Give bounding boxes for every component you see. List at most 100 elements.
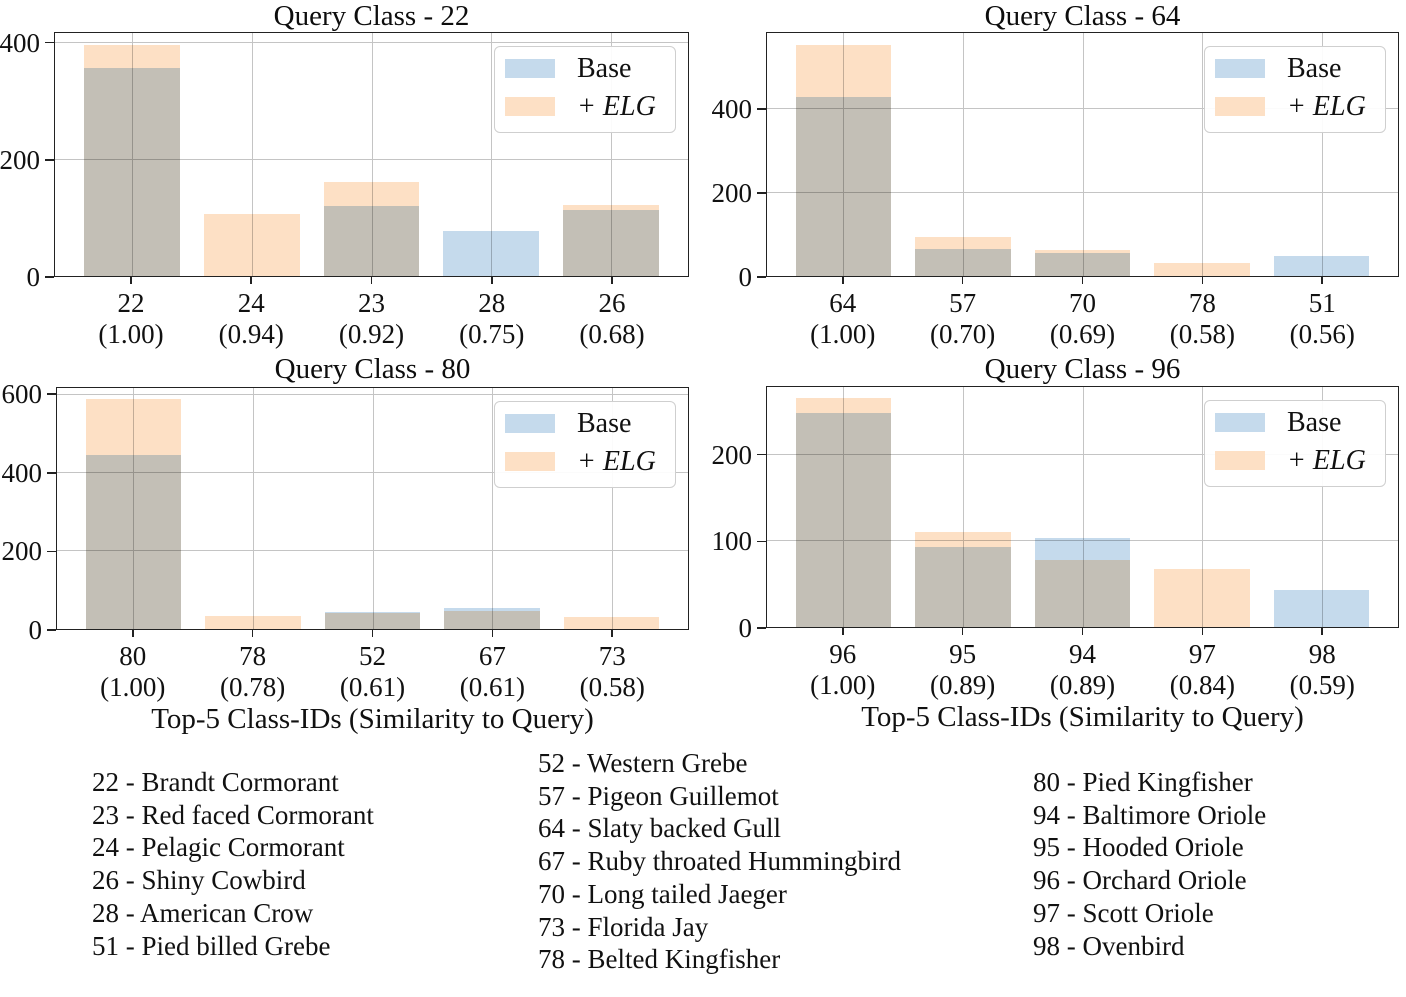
legend-row-elg: + ELG xyxy=(1205,442,1385,480)
legend-swatch-elg-icon xyxy=(1215,451,1265,470)
x-tick-label-class-id: 67 xyxy=(478,641,506,671)
x-tick-label-class-id: 22 xyxy=(117,288,145,318)
bar-elg xyxy=(563,617,660,629)
legend-label-elg: + ELG xyxy=(1287,444,1366,476)
class-key-column: 52 - Western Grebe 57 - Pigeon Guillemot 6… xyxy=(538,747,901,976)
class-key-item: 51 - Pied billed Grebe xyxy=(92,930,331,961)
bar-elg xyxy=(795,44,892,276)
class-key-item: 26 - Shiny Cowbird xyxy=(92,865,306,896)
gridline-horizontal xyxy=(57,394,688,396)
x-axis-label: Top-5 Class-IDs (Similarity to Query) xyxy=(861,701,1304,733)
x-tick-mark xyxy=(370,277,373,284)
x-tick-mark xyxy=(251,630,254,637)
x-tick-label-similarity: (0.92) xyxy=(338,319,405,349)
x-tick-mark xyxy=(1201,628,1204,635)
x-tick-label-class-id: 26 xyxy=(598,288,626,318)
bar-elg xyxy=(203,214,300,276)
x-tick-label-class-id: 73 xyxy=(598,641,626,671)
gridline-vertical xyxy=(611,388,613,629)
class-key-column: 22 - Brandt Cormorant 23 - Red faced Corm… xyxy=(92,766,374,962)
y-tick-mark xyxy=(47,550,56,553)
x-tick-mark xyxy=(1201,277,1204,284)
legend-label-base: Base xyxy=(1287,52,1342,84)
x-tick-label-similarity: (1.00) xyxy=(98,319,164,349)
class-key-item: 22 - Brandt Cormorant xyxy=(92,767,339,797)
x-tick-label-similarity: (0.61) xyxy=(459,672,525,702)
x-tick-label-class-id: 95 xyxy=(949,639,977,669)
chart-title: Query Class - 22 xyxy=(273,0,470,32)
class-key-item: 24 - Pelagic Cormorant xyxy=(92,832,345,863)
class-key-item: 78 - Belted Kingfisher xyxy=(538,944,781,975)
gridline-vertical xyxy=(372,388,374,629)
y-tick-mark xyxy=(47,629,56,631)
class-key-item: 80 - Pied Kingfisher xyxy=(1033,767,1253,797)
y-tick-label: 0 xyxy=(738,613,753,643)
legend-label-base: Base xyxy=(1287,406,1342,438)
y-tick-label: 400 xyxy=(0,27,40,58)
legend-swatch-elg-icon xyxy=(1215,97,1265,116)
x-tick-label-class-id: 98 xyxy=(1308,639,1336,669)
x-tick-mark xyxy=(1321,277,1324,284)
legend-label-elg: + ELG xyxy=(577,90,656,122)
x-tick-label-similarity: (0.58) xyxy=(579,672,645,702)
gridline-horizontal xyxy=(57,550,688,552)
x-tick-mark xyxy=(490,277,493,284)
bar-elg xyxy=(795,398,892,627)
class-key-item: 73 - Florida Jay xyxy=(538,911,709,942)
x-tick-mark xyxy=(611,277,613,284)
x-tick-label-class-id: 64 xyxy=(829,288,857,318)
y-tick-label: 200 xyxy=(711,177,753,208)
bar-elg xyxy=(1034,250,1131,276)
gridline-horizontal xyxy=(767,191,1398,193)
gridline-vertical xyxy=(371,33,373,276)
x-tick-label-class-id: 78 xyxy=(1188,288,1216,318)
x-tick-label-similarity: (0.56) xyxy=(1289,319,1355,349)
y-tick-label: 0 xyxy=(26,262,41,292)
legend-row-elg: + ELG xyxy=(1205,88,1385,126)
x-tick-label-similarity: (0.68) xyxy=(579,319,645,349)
plot-area: Base + ELG xyxy=(766,32,1399,277)
gridline-horizontal xyxy=(57,472,688,474)
x-tick-label-similarity: (1.00) xyxy=(810,670,876,700)
y-tick-mark xyxy=(45,276,54,278)
x-tick-mark xyxy=(130,277,132,284)
y-tick-mark xyxy=(47,393,56,395)
gridline-vertical xyxy=(492,388,493,629)
gridline-vertical xyxy=(491,33,493,276)
class-key-item: 95 - Hooded Oriole xyxy=(1033,832,1244,863)
class-key-item: 96 - Orchard Oriole xyxy=(1033,865,1247,896)
x-tick-label-class-id: 94 xyxy=(1069,639,1096,669)
legend-row-base: Base xyxy=(495,405,675,443)
y-tick-label: 400 xyxy=(711,93,753,124)
class-key-item: 97 - Scott Oriole xyxy=(1033,897,1214,928)
class-key-column: 80 - Pied Kingfisher 94 - Baltimore Oriol… xyxy=(1033,766,1266,962)
x-tick-label-similarity: (0.94) xyxy=(218,319,284,349)
x-tick-mark xyxy=(491,630,494,637)
legend-box: Base + ELG xyxy=(494,400,676,488)
x-tick-label-similarity: (0.89) xyxy=(929,670,996,700)
legend-row-base: Base xyxy=(495,50,675,88)
legend-swatch-base-icon xyxy=(1215,413,1265,432)
plot-area: Base + ELG xyxy=(56,387,689,630)
bar-base xyxy=(1273,590,1370,627)
x-tick-mark xyxy=(250,277,253,284)
x-tick-label-class-id: 78 xyxy=(239,641,267,671)
legend-label-elg: + ELG xyxy=(1287,90,1366,122)
bar-elg xyxy=(444,611,540,629)
x-tick-label-similarity: (0.59) xyxy=(1289,670,1355,700)
bar-elg xyxy=(1154,569,1250,627)
bar-elg xyxy=(915,532,1011,627)
gridline-horizontal xyxy=(55,42,688,44)
y-tick-mark xyxy=(757,453,766,456)
x-tick-label-similarity: (0.84) xyxy=(1169,670,1235,700)
legend-box: Base + ELG xyxy=(1204,399,1386,487)
gridline-vertical xyxy=(1321,387,1323,627)
x-tick-label-class-id: 80 xyxy=(119,641,147,671)
legend-swatch-base-icon xyxy=(505,414,555,433)
x-tick-mark xyxy=(961,628,964,635)
legend-swatch-elg-icon xyxy=(505,97,555,116)
y-tick-mark xyxy=(757,540,766,543)
class-key-item: 64 - Slaty backed Gull xyxy=(538,813,781,844)
chart-title: Query Class - 80 xyxy=(274,353,471,385)
